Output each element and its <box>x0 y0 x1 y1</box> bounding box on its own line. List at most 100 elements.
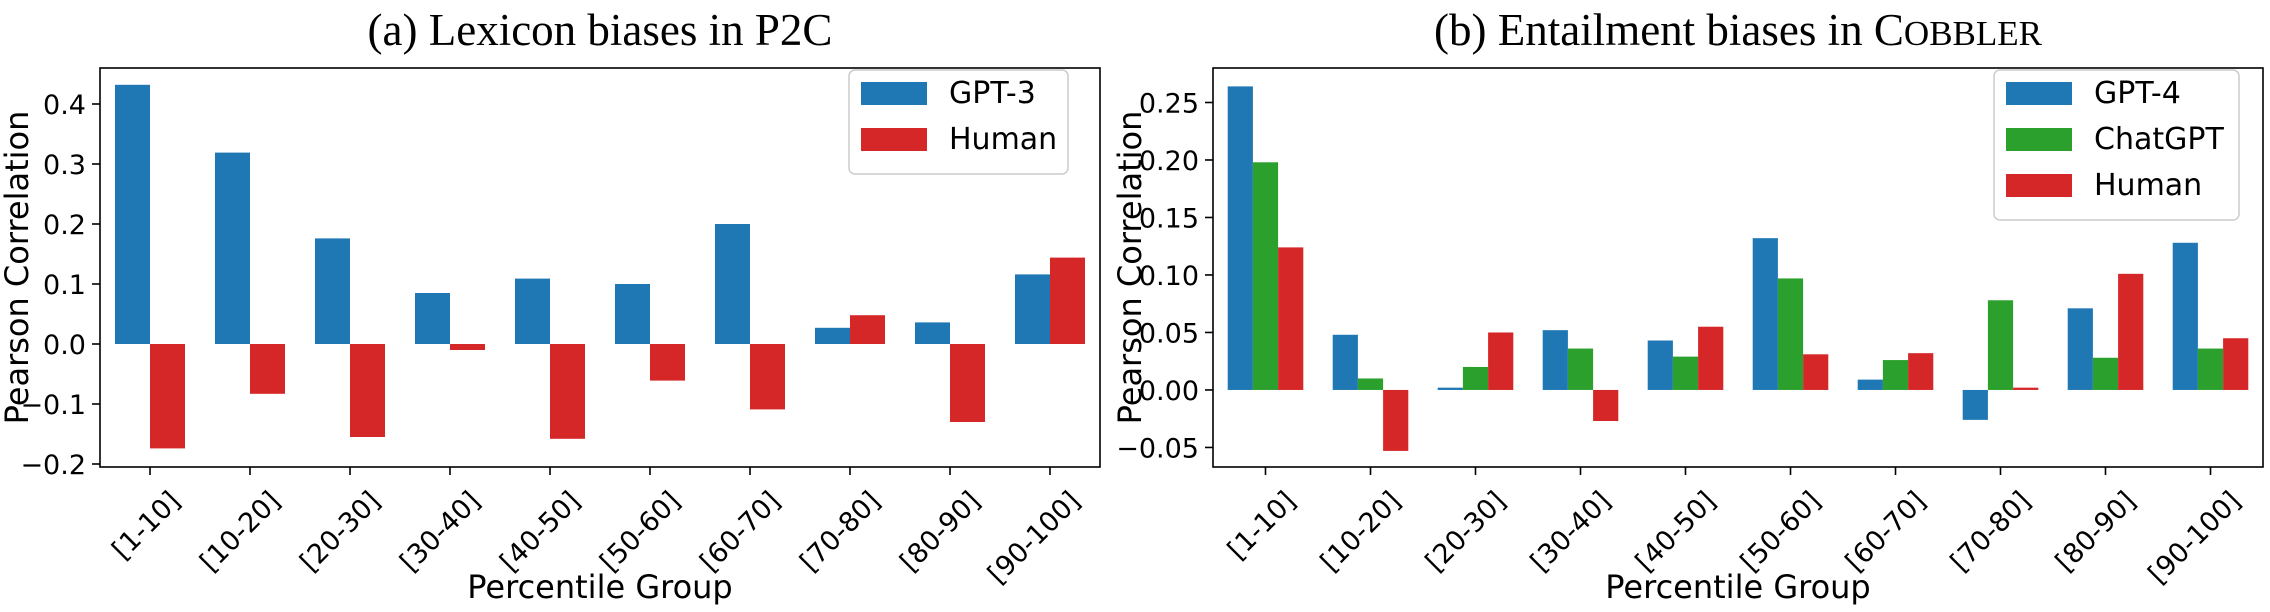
x-axis-label: Percentile Group <box>1605 568 1870 606</box>
bar <box>815 327 850 344</box>
bar <box>750 344 785 410</box>
series-human <box>150 257 1085 449</box>
bar <box>1698 326 1724 390</box>
bar <box>415 293 450 344</box>
legend: GPT-3 Human <box>848 69 1069 175</box>
bar <box>1777 278 1804 390</box>
bar <box>850 315 885 344</box>
bar <box>715 224 750 344</box>
y-tick-label: 0.2 <box>43 210 86 241</box>
bar <box>2118 273 2144 390</box>
bar <box>2172 242 2198 390</box>
bar <box>1857 379 1883 390</box>
bar <box>1252 162 1279 390</box>
series-chatgpt <box>1252 162 2224 390</box>
x-tick-label: [60-70] <box>1840 486 1932 578</box>
bar <box>550 344 585 439</box>
x-tick-label: [90-100] <box>982 486 1086 590</box>
bar <box>315 238 350 344</box>
bar <box>515 278 550 344</box>
bar <box>1278 247 1304 390</box>
legend-swatch <box>2006 82 2072 105</box>
y-tick-label: 0.05 <box>1139 318 1199 349</box>
bar <box>1542 330 1568 390</box>
x-axis-label: Percentile Group <box>467 568 732 606</box>
bar <box>1882 360 1909 390</box>
plot-frame <box>99 67 1101 468</box>
bar <box>350 344 385 437</box>
bar <box>1962 389 1988 420</box>
legend: GPT-4 ChatGPT Human <box>1993 69 2240 221</box>
bar <box>115 84 150 345</box>
legend-label: Human <box>949 122 1057 157</box>
x-tick-label: [80-90] <box>2050 486 2142 578</box>
x-tick-label: [30-40] <box>394 486 486 578</box>
x-tick-label: [1-10] <box>1222 486 1302 566</box>
bar <box>1050 257 1085 344</box>
y-tick-label: 0.4 <box>43 90 86 121</box>
bar <box>1015 274 1050 344</box>
legend-swatch <box>861 128 927 151</box>
bar <box>1383 389 1409 451</box>
x-tick-label: [40-50] <box>494 486 586 578</box>
chart-title: (b) Entailment biases in COBBLER <box>1434 5 2043 55</box>
x-tick-label: [70-80] <box>1945 486 2037 578</box>
plot-frame <box>1212 67 2264 468</box>
legend-swatch <box>2006 174 2072 197</box>
series-human <box>1278 247 2249 451</box>
chart-a: −0.2 −0.1 0.0 0.1 0.2 0.3 0.4 [1-10] [10-20] [20-… <box>0 5 1101 606</box>
series-gpt-4 <box>1227 86 2198 420</box>
bar <box>1488 332 1514 390</box>
x-tick-label: [20-30] <box>294 486 386 578</box>
bar <box>150 344 185 449</box>
bar <box>1227 86 1253 390</box>
bar <box>950 344 985 422</box>
bar <box>2013 387 2039 390</box>
chart-title: (a) Lexicon biases in P2C <box>368 5 833 55</box>
y-axis-label: Pearson Correlation <box>0 111 36 425</box>
series-gpt-3 <box>115 84 1050 345</box>
y-tick-label: 0.00 <box>1139 376 1199 407</box>
y-tick-label: 0.25 <box>1139 88 1199 119</box>
legend-label: GPT-4 <box>2094 76 2181 111</box>
legend-label: GPT-3 <box>949 76 1036 111</box>
x-tick-label: [90-100] <box>2143 486 2247 590</box>
y-tick-label: −0.2 <box>20 450 86 481</box>
bar <box>2092 357 2119 390</box>
legend-label: ChatGPT <box>2094 122 2224 157</box>
y-tick-label: 0.3 <box>43 150 86 181</box>
y-tick-label: −0.05 <box>1116 433 1199 464</box>
bar <box>615 284 650 344</box>
x-tick-label: [20-30] <box>1420 486 1512 578</box>
bar <box>2067 308 2093 390</box>
chart-b: −0.05 0.00 0.05 0.10 0.15 0.20 0.25 [1-10] [10-2… <box>1111 5 2264 606</box>
bar <box>2223 338 2249 390</box>
bar <box>450 344 485 350</box>
y-axis-label: Pearson Correlation <box>1111 111 1149 425</box>
x-tick-label: [80-90] <box>894 486 986 578</box>
bar <box>1332 334 1358 390</box>
legend-swatch <box>2006 128 2072 151</box>
bar <box>1803 354 1829 390</box>
bar <box>215 152 250 344</box>
bar <box>1672 356 1699 390</box>
x-tick-label: [10-20] <box>194 486 286 578</box>
y-tick-label: 0.10 <box>1139 261 1199 292</box>
bar <box>2197 348 2224 390</box>
x-tick-label: [40-50] <box>1630 486 1722 578</box>
x-tick-label: [70-80] <box>794 486 886 578</box>
legend-label: Human <box>2094 168 2202 203</box>
bar <box>1462 366 1489 390</box>
y-tick-label: 0.15 <box>1139 203 1199 234</box>
x-tick-label: [1-10] <box>106 486 186 566</box>
bar <box>1593 389 1619 422</box>
bar <box>1987 300 2014 390</box>
x-tick-label: [10-20] <box>1315 486 1407 578</box>
bar <box>650 344 685 381</box>
y-tick-label: 0.1 <box>43 270 86 301</box>
y-tick-label: −0.1 <box>20 390 86 421</box>
x-tick-label: [30-40] <box>1525 486 1617 578</box>
y-tick-label: 0.0 <box>43 330 86 361</box>
x-tick-label: [50-60] <box>1735 486 1827 578</box>
